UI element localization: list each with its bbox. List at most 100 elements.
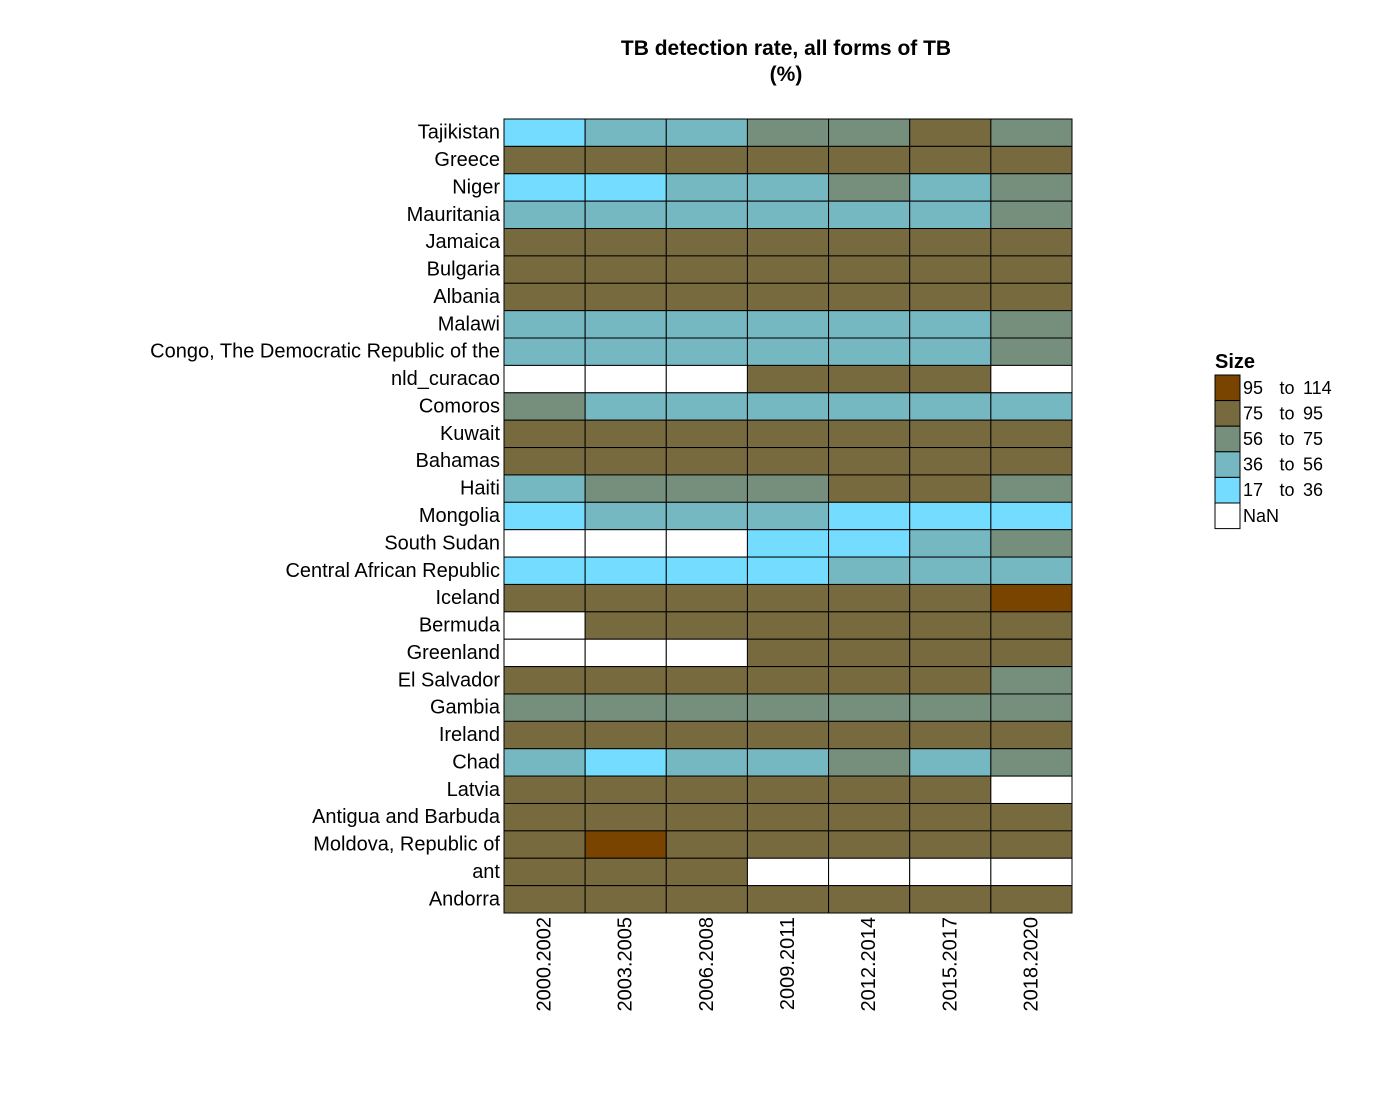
heatmap-cell	[828, 885, 911, 914]
legend-range-sep: to	[1279, 403, 1294, 423]
heatmap-cell	[909, 775, 992, 804]
heatmap-cell	[909, 118, 992, 147]
legend-range-high: 114	[1303, 378, 1332, 398]
heatmap-cell	[746, 802, 830, 832]
y-tick-label: Bahamas	[416, 450, 501, 472]
y-tick-label: Kuwait	[440, 423, 500, 445]
heatmap-cell	[909, 200, 992, 230]
heatmap-cell	[909, 419, 992, 449]
heatmap-cell	[503, 310, 586, 339]
heatmap-cell	[503, 337, 586, 366]
heatmap-cell	[909, 638, 992, 668]
heatmap-cell	[584, 118, 667, 147]
y-tick-label: Haiti	[460, 478, 500, 500]
legend-swatch	[1214, 451, 1241, 478]
legend-swatch	[1214, 476, 1241, 504]
heatmap-cell	[746, 228, 830, 257]
legend-title: Size	[1215, 351, 1255, 373]
y-tick-label: Moldova, Republic of	[313, 834, 500, 856]
heatmap-cell	[909, 693, 992, 722]
heatmap-cell	[909, 501, 992, 531]
heatmap-cell	[584, 145, 667, 175]
heatmap-cell	[665, 474, 748, 503]
heatmap-cell	[990, 638, 1073, 668]
y-tick-label: Greenland	[407, 642, 500, 664]
heatmap-cell	[503, 501, 586, 531]
heatmap-cell	[828, 200, 911, 230]
heatmap-cell	[584, 775, 667, 804]
heatmap-cell	[503, 830, 586, 859]
heatmap-cell	[990, 145, 1073, 175]
heatmap-cell	[584, 255, 667, 284]
heatmap-cell	[828, 802, 911, 832]
heatmap-cell	[909, 255, 992, 284]
y-tick-label: Latvia	[447, 779, 501, 801]
heatmap-cell	[828, 720, 911, 750]
heatmap-cell	[909, 529, 992, 558]
heatmap-cell	[828, 857, 911, 887]
heatmap-cell	[909, 666, 992, 695]
heatmap-cell	[584, 556, 667, 585]
heatmap-cell	[503, 693, 586, 722]
heatmap-cell	[990, 857, 1073, 887]
heatmap-cell	[665, 255, 748, 284]
y-tick-label: South Sudan	[384, 532, 500, 554]
y-tick-label: Congo, The Democratic Republic of the	[150, 341, 500, 363]
heatmap-cell	[909, 748, 992, 777]
heatmap-cell	[990, 830, 1073, 859]
heatmap-cell	[828, 145, 911, 175]
y-axis-labels: Tajikistan Greece Niger Mauritania Jamaica Bu…	[150, 122, 501, 911]
heatmap-cell	[746, 200, 830, 230]
heatmap-cell	[990, 802, 1073, 832]
heatmap-cell	[665, 583, 748, 613]
heatmap-cell	[665, 666, 748, 695]
heatmap-cell	[909, 885, 992, 914]
heatmap-cells	[503, 118, 1073, 914]
heatmap-cell	[665, 885, 748, 914]
x-tick-label: 2018.2020	[1020, 917, 1042, 1012]
heatmap-cell	[584, 720, 667, 750]
heatmap-cell	[828, 529, 911, 558]
heatmap-cell	[584, 310, 667, 339]
y-tick-label: Antigua and Barbuda	[312, 806, 501, 828]
legend-swatch	[1214, 425, 1241, 453]
heatmap-cell	[909, 228, 992, 257]
heatmap-cell	[665, 802, 748, 832]
heatmap-cell	[828, 474, 911, 503]
heatmap-cell	[584, 228, 667, 257]
y-tick-label: Mongolia	[419, 505, 501, 527]
heatmap-cell	[584, 337, 667, 366]
heatmap-cell	[665, 748, 748, 777]
heatmap-cell	[746, 611, 830, 640]
x-tick-label: 2009.2011	[777, 917, 799, 1010]
heatmap-cell	[909, 392, 992, 421]
heatmap-cell	[665, 720, 748, 750]
heatmap-cell	[503, 173, 586, 202]
x-tick-label: 2006.2008	[696, 917, 718, 1012]
heatmap-cell	[828, 501, 911, 531]
chart-title-line-2: (%)	[769, 63, 803, 86]
legend-swatch	[1214, 400, 1241, 427]
heatmap-cell	[503, 611, 586, 640]
heatmap-cell	[746, 419, 830, 449]
heatmap-cell	[746, 474, 830, 503]
heatmap-cell	[828, 228, 911, 257]
heatmap-cell	[665, 501, 748, 531]
heatmap-cell	[503, 145, 586, 175]
heatmap-cell	[990, 118, 1073, 147]
heatmap-cell	[990, 255, 1073, 284]
chart-title-line-1: TB detection rate, all forms of TB	[620, 37, 952, 60]
heatmap-cell	[503, 447, 586, 476]
heatmap-cell	[746, 830, 830, 859]
heatmap-cell	[584, 693, 667, 722]
heatmap-cell	[665, 693, 748, 722]
heatmap-cell	[665, 173, 748, 202]
heatmap-cell	[503, 200, 586, 230]
y-tick-label: Bulgaria	[427, 259, 501, 281]
heatmap-cell	[503, 802, 586, 832]
heatmap-cell	[746, 255, 830, 284]
heatmap-cell	[909, 447, 992, 476]
heatmap-cell	[990, 583, 1073, 613]
